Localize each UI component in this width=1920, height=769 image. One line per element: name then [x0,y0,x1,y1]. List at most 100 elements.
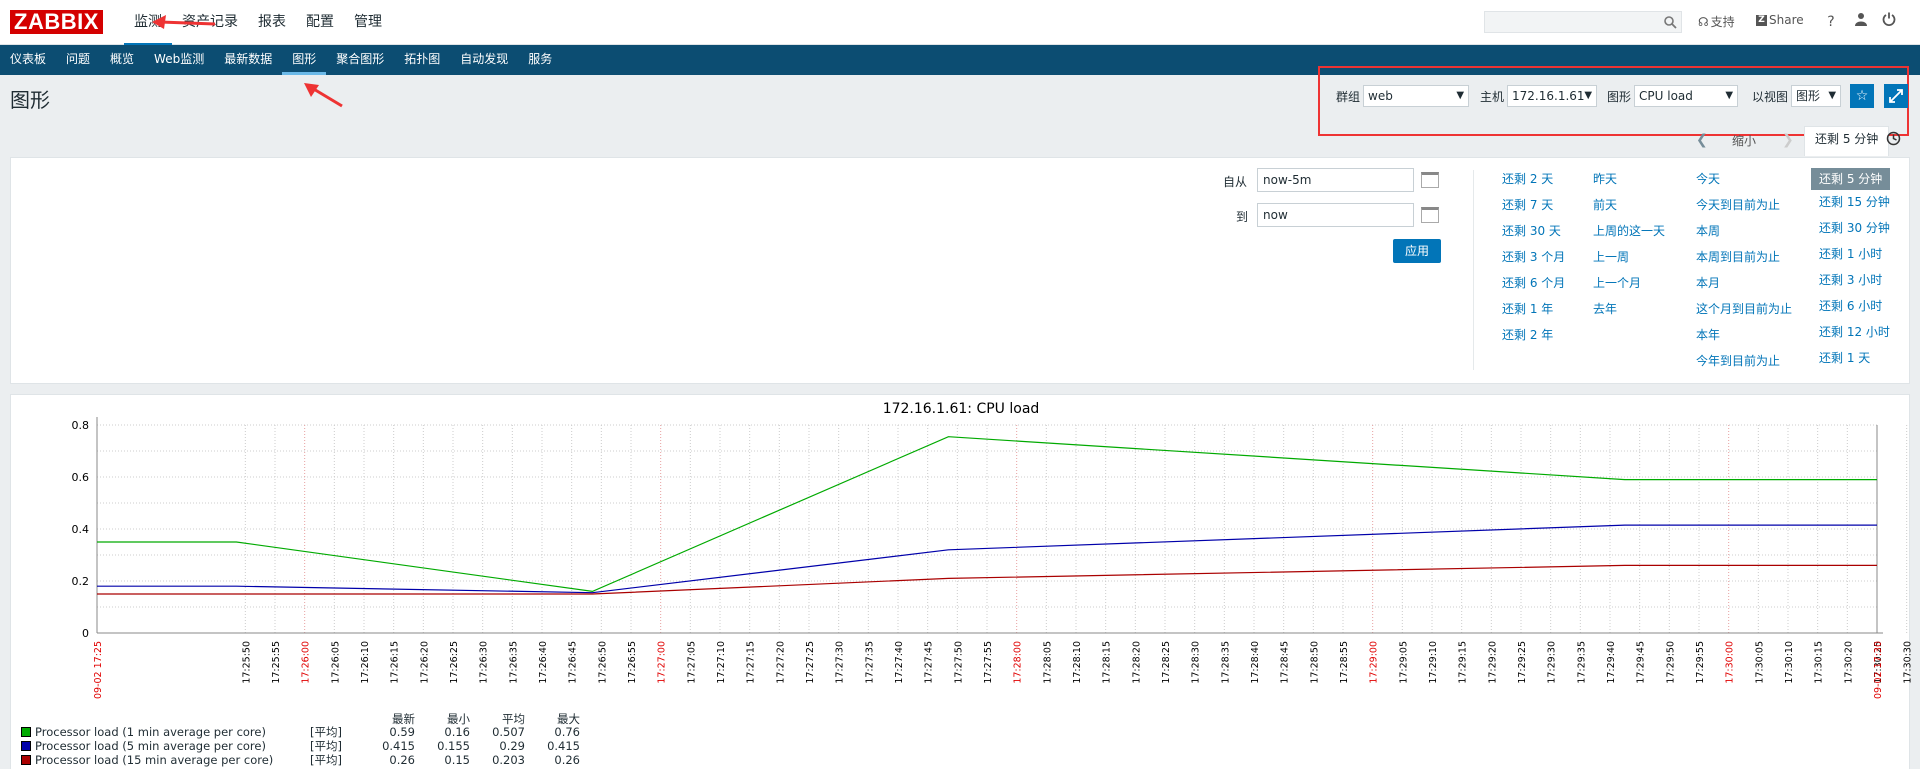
calendar-icon[interactable] [1421,207,1439,223]
quick-range-link[interactable]: 上一个月 [1593,276,1642,290]
x-tick-label: 17:28:35 [1220,641,1231,684]
legend-func: [平均] [310,739,342,753]
share-link[interactable]: Z Share [1756,13,1804,27]
top-nav-reports[interactable]: 报表 [258,14,286,30]
add-to-favorites-button[interactable]: ☆ [1850,84,1874,108]
series-line-1 [97,436,1877,593]
quick-range-link[interactable]: 昨天 [1593,172,1618,186]
quick-range-link[interactable]: 还剩 3 小时 [1819,273,1883,287]
top-nav-inventory[interactable]: 资产记录 [182,14,238,30]
group-label: 群组 [1336,89,1361,104]
quick-range-col-1: 还剩 2 天 还剩 7 天 还剩 30 天 还剩 3 个月 还剩 6 个月 还剩… [1502,171,1565,353]
quick-range-link[interactable]: 上周的这一天 [1593,224,1666,238]
time-tab[interactable]: 还剩 5 分钟 [1804,126,1890,156]
quick-range-link[interactable]: 本年 [1696,328,1721,342]
quick-range-link[interactable]: 还剩 2 年 [1502,328,1554,342]
x-tick-label: 17:27:45 [924,641,935,684]
clock-icon[interactable] [1886,131,1901,149]
x-tick-label: 17:27:05 [686,641,697,684]
calendar-icon[interactable] [1421,172,1439,188]
view-select[interactable]: 图形 ▼ [1791,85,1842,107]
quick-range-link[interactable]: 还剩 6 个月 [1502,276,1566,290]
legend-row: Processor load (5 min average per core) … [21,739,580,753]
zabbix-logo[interactable]: ZABBIX [10,10,103,34]
subnav-maps[interactable]: 拓扑图 [404,52,441,66]
subnav-dashboard[interactable]: 仪表板 [10,52,47,66]
quick-range-link[interactable]: 还剩 1 天 [1819,351,1871,365]
quick-range-link[interactable]: 还剩 1 年 [1502,302,1554,316]
graph-label: 图形 [1607,89,1632,104]
quick-range-link[interactable]: 还剩 3 个月 [1502,250,1566,264]
quick-range-link[interactable]: 还剩 30 天 [1502,224,1561,238]
star-icon: ☆ [1855,88,1869,104]
quick-range-link[interactable]: 本周到目前为止 [1696,250,1781,264]
quick-range-link[interactable]: 今天 [1696,172,1721,186]
subnav-problems[interactable]: 问题 [66,52,91,66]
legend-value: 0.203 [492,753,525,767]
search-input[interactable] [1484,11,1682,33]
quick-range-link-selected[interactable]: 还剩 5 分钟 [1811,168,1891,190]
support-link[interactable]: ☊ 支持 [1698,13,1735,30]
quick-range-link[interactable]: 前天 [1593,198,1618,212]
support-label: 支持 [1710,15,1735,29]
annotation-arrow-graphs [304,83,343,108]
quick-range-link[interactable]: 上一周 [1593,250,1630,264]
quick-range-link[interactable]: 还剩 6 小时 [1819,299,1883,313]
quick-range-link[interactable]: 还剩 1 小时 [1819,247,1883,261]
quick-range-link[interactable]: 今年到目前为止 [1696,354,1781,368]
x-tick-label: 17:27:10 [716,641,727,684]
zoom-out-button[interactable]: 缩小 [1732,134,1757,148]
y-tick-label: 0.2 [72,575,90,588]
quick-range-col-3: 今天 今天到目前为止 本周 本周到目前为止 本月 这个月到目前为止 本年 今年到… [1696,171,1792,379]
x-tick-label-start: 09-02 17:25 [93,641,104,699]
subnav-graphs[interactable]: 图形 [282,45,327,75]
host-label: 主机 [1480,89,1505,104]
host-select[interactable]: 172.16.1.61 ▼ [1507,85,1598,107]
quick-range-link[interactable]: 还剩 2 天 [1502,172,1554,186]
x-tick-label: 17:26:55 [627,641,638,684]
subnav-overview[interactable]: 概览 [110,52,135,66]
host-select-value: 172.16.1.61 [1512,89,1585,103]
top-nav-monitoring[interactable]: 监测 [124,0,172,45]
help-icon[interactable]: ? [1827,14,1835,30]
graph-select[interactable]: CPU load ▼ [1634,85,1739,107]
subnav-discovery[interactable]: 自动发现 [460,52,509,66]
share-z-icon: Z [1756,14,1767,26]
user-profile-icon[interactable] [1852,12,1870,32]
group-select-value: web [1368,89,1393,103]
subnav-services[interactable]: 服务 [528,52,553,66]
quick-range-link[interactable]: 本月 [1696,276,1721,290]
quick-range-link[interactable]: 还剩 7 天 [1502,198,1554,212]
quick-range-link[interactable]: 这个月到目前为止 [1696,302,1793,316]
timebar-prev-icon[interactable]: ❮ [1696,132,1708,148]
graph-panel: 172.16.1.61: CPU load 0 0.2 0.4 0.6 0.8 09-02 … [10,394,1911,769]
from-input[interactable]: now-5m [1257,168,1414,192]
group-select[interactable]: web ▼ [1363,85,1470,107]
group-filter: 群组 web ▼ [1336,84,1470,108]
quick-range-link[interactable]: 去年 [1593,302,1618,316]
logout-icon[interactable] [1880,12,1898,32]
top-nav-configuration[interactable]: 配置 [306,14,334,30]
quick-range-link[interactable]: 今天到目前为止 [1696,198,1781,212]
top-nav-administration[interactable]: 管理 [354,14,382,30]
x-tick-label: 17:28:10 [1072,641,1083,684]
x-tick-label: 17:26:35 [508,641,519,684]
x-tick-label: 17:27:25 [805,641,816,684]
annotation-highlight-box [1318,66,1909,136]
graph-select-value: CPU load [1639,89,1693,103]
sub-nav: 仪表板 问题 概览 Web监测 最新数据 图形 聚合图形 拓扑图 自动发现 服务 [0,45,1920,75]
legend-header-max: 最大 [557,712,580,726]
fullscreen-button[interactable] [1884,84,1908,108]
subnav-web[interactable]: Web监测 [154,52,205,66]
quick-range-link[interactable]: 还剩 12 小时 [1819,325,1890,339]
quick-range-col-4: 还剩 5 分钟 还剩 15 分钟 还剩 30 分钟 还剩 1 小时 还剩 3 小… [1811,168,1891,376]
timebar-next-icon[interactable]: ❯ [1782,132,1794,148]
to-input[interactable]: now [1257,203,1414,227]
search-icon[interactable] [1663,15,1677,29]
quick-range-link[interactable]: 本周 [1696,224,1721,238]
apply-button[interactable]: 应用 [1393,239,1441,263]
quick-range-link[interactable]: 还剩 30 分钟 [1819,221,1890,235]
subnav-latest-data[interactable]: 最新数据 [224,52,273,66]
subnav-screens[interactable]: 聚合图形 [336,52,385,66]
quick-range-link[interactable]: 还剩 15 分钟 [1819,195,1890,209]
